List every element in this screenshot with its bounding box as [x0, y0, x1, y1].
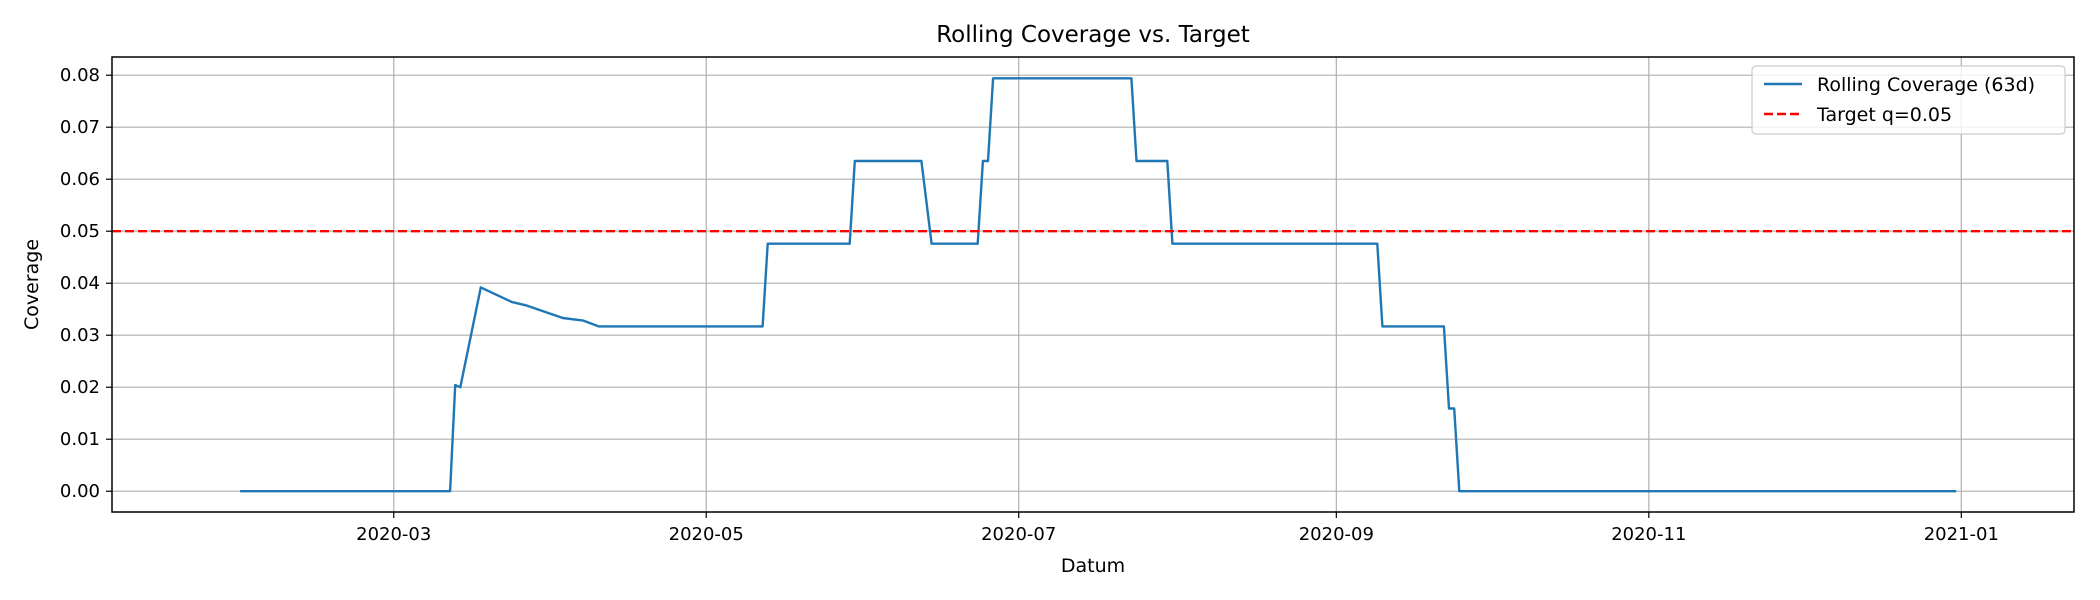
y-tick-label: 0.02: [60, 377, 100, 398]
y-tick-label: 0.04: [60, 273, 100, 294]
x-tick-label: 2020-11: [1611, 524, 1686, 545]
plot-frame: [111, 56, 2075, 513]
x-tick-label: 2020-05: [669, 524, 744, 545]
series-line-rolling-coverage: [240, 77, 1957, 493]
y-axis-title: Coverage: [21, 239, 43, 330]
x-tick-label: 2020-07: [981, 524, 1056, 545]
x-axis-title: Datum: [1061, 555, 1125, 577]
y-tick-label: 0.03: [60, 325, 100, 346]
legend-label-rolling-coverage: Rolling Coverage (63d): [1817, 74, 2035, 96]
x-tick-label: 2020-03: [356, 524, 431, 545]
legend-box: [1751, 65, 2066, 135]
y-tick-label: 0.08: [60, 65, 100, 86]
y-tick-label: 0.00: [60, 481, 100, 502]
y-tick-label: 0.01: [60, 429, 100, 450]
x-tick-label: 2020-09: [1299, 524, 1374, 545]
legend-label-target: Target q=0.05: [1816, 104, 1952, 126]
series-layer: [112, 77, 2074, 493]
legend: Rolling Coverage (63d) Target q=0.05: [1751, 65, 2066, 135]
tick-layer: 2020-03 2020-05 2020-07 2020-09 2020-11 2021-…: [60, 65, 1999, 545]
y-tick-label: 0.06: [60, 169, 100, 190]
chart-title: Rolling Coverage vs. Target: [936, 22, 1250, 48]
y-tick-label: 0.07: [60, 117, 100, 138]
y-tick-label: 0.05: [60, 221, 100, 242]
x-tick-label: 2021-01: [1924, 524, 1999, 545]
